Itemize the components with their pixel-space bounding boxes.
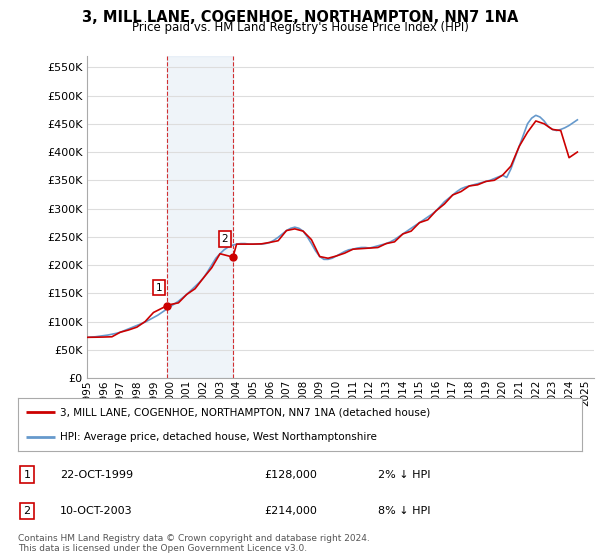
Text: 8% ↓ HPI: 8% ↓ HPI xyxy=(378,506,431,516)
Text: 2% ↓ HPI: 2% ↓ HPI xyxy=(378,470,431,479)
Text: 3, MILL LANE, COGENHOE, NORTHAMPTON, NN7 1NA (detached house): 3, MILL LANE, COGENHOE, NORTHAMPTON, NN7… xyxy=(60,408,431,418)
Text: 10-OCT-2003: 10-OCT-2003 xyxy=(60,506,133,516)
Text: 3, MILL LANE, COGENHOE, NORTHAMPTON, NN7 1NA: 3, MILL LANE, COGENHOE, NORTHAMPTON, NN7… xyxy=(82,10,518,25)
Bar xyxy=(167,56,233,378)
Text: £128,000: £128,000 xyxy=(264,470,317,479)
Text: HPI: Average price, detached house, West Northamptonshire: HPI: Average price, detached house, West… xyxy=(60,432,377,442)
Text: 1: 1 xyxy=(23,470,31,479)
Text: Price paid vs. HM Land Registry's House Price Index (HPI): Price paid vs. HM Land Registry's House … xyxy=(131,21,469,34)
Text: 22-OCT-1999: 22-OCT-1999 xyxy=(60,470,133,479)
Text: Contains HM Land Registry data © Crown copyright and database right 2024.
This d: Contains HM Land Registry data © Crown c… xyxy=(18,534,370,553)
Text: 1: 1 xyxy=(155,283,162,293)
Text: 2: 2 xyxy=(23,506,31,516)
Text: 2: 2 xyxy=(221,234,228,244)
Text: £214,000: £214,000 xyxy=(264,506,317,516)
